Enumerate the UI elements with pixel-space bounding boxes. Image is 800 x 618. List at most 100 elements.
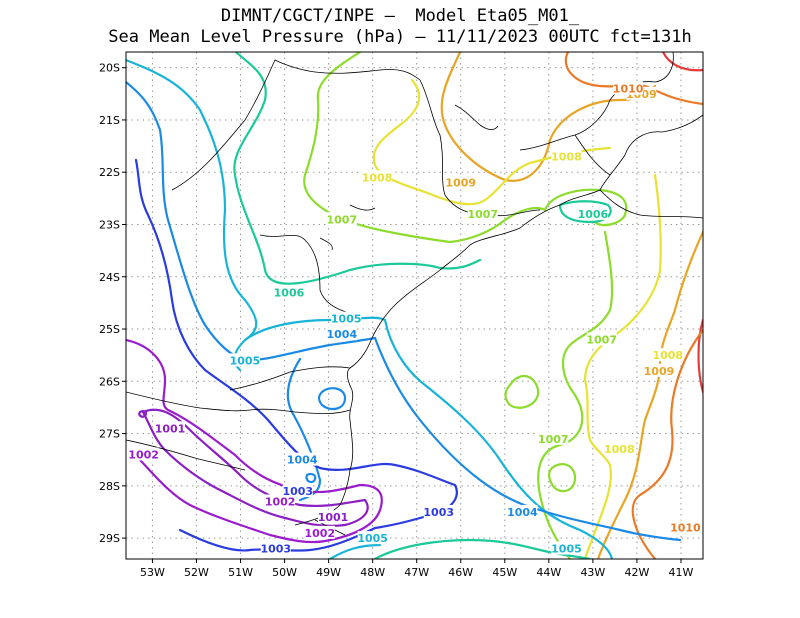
isobar-label-text: 1003: [282, 485, 313, 498]
isobar-label-text: 1006: [578, 208, 609, 221]
coastline: [294, 114, 703, 526]
lon-tick-label: 51W: [228, 566, 253, 579]
isobar-1004: [305, 472, 317, 484]
lon-tick-label: 45W: [492, 566, 517, 579]
isobar-label-bg: [265, 494, 296, 508]
isobar-label-bg: [331, 311, 362, 325]
isobar-label: 1008: [652, 348, 683, 362]
isobar-label-bg: [652, 348, 683, 362]
isobar-label: 1008: [604, 442, 635, 456]
isobar-label: 1002: [304, 525, 335, 540]
plot-frame: [125, 51, 704, 560]
isobar-label-bg: [670, 520, 701, 534]
isobar-label-bg: [155, 421, 186, 435]
lon-tick-label: 42W: [624, 566, 649, 579]
isobar-1009: [596, 230, 703, 559]
isobar-label: 1007: [327, 212, 358, 226]
isobar-label-text: 1010: [670, 522, 701, 535]
isobar-1005: [243, 316, 614, 559]
isobar-label-bg: [445, 175, 476, 189]
lat-tick-label: 25S: [99, 323, 120, 336]
chart-title-line-2: Sea Mean Level Pressure (hPa) — 11/11/20…: [108, 27, 692, 47]
lat-tick-label: 27S: [99, 428, 120, 441]
lon-tick-label: 43W: [580, 566, 605, 579]
isobar-label: 1003: [423, 504, 454, 519]
isobar-label-bg: [318, 510, 349, 524]
isobar-label-text: 1004: [287, 454, 318, 467]
isobar-label: 1010: [613, 81, 644, 96]
isobar-label-text: 1005: [331, 313, 362, 326]
isobar-label: 1003: [260, 541, 291, 556]
isobar-label: 1005: [230, 353, 261, 367]
isobar-label-bg: [507, 504, 538, 518]
isobar-1007: [303, 52, 628, 244]
isobar-label-bg: [362, 170, 393, 184]
isobar-label: 1006: [274, 285, 305, 299]
isobar-1003: [134, 158, 458, 530]
isobar-1004: [373, 336, 682, 542]
isobar-1006: [373, 538, 592, 559]
state-border: [574, 134, 611, 176]
isobar-label-bg: [538, 431, 569, 445]
isobar-label-text: 1009: [644, 365, 675, 378]
isobar-label-bg: [326, 327, 357, 341]
isobar-label-text: 1002: [128, 448, 159, 461]
isobar-label-bg: [287, 452, 318, 466]
isobar-label: 1007: [538, 431, 569, 446]
isobar-label-text: 1007: [327, 213, 358, 226]
lon-tick-label: 46W: [448, 566, 473, 579]
isobar-label: 1007: [467, 207, 498, 221]
isobar-label-text: 1005: [357, 532, 388, 545]
isobar-label-text: 1006: [274, 286, 305, 299]
isobar-label: 1004: [507, 504, 538, 519]
isobar-label-text: 1010: [613, 83, 644, 96]
isobar-label-bg: [423, 504, 454, 518]
isobar-1010: [631, 328, 703, 559]
isobar-1007: [548, 463, 577, 493]
isobar-1002: [126, 338, 383, 544]
isobar-1006: [558, 200, 612, 224]
isobar-label-text: 1005: [551, 543, 582, 556]
river: [349, 204, 376, 211]
lat-tick-label: 22S: [99, 166, 120, 179]
isobar-label-text: 1007: [538, 433, 569, 446]
isobar-label-text: 1005: [230, 354, 261, 367]
isobar-label: 1005: [551, 541, 582, 556]
isobar-label-bg: [643, 363, 674, 377]
state-border: [126, 391, 351, 415]
state-border: [519, 52, 674, 151]
isobar-1006: [233, 52, 482, 285]
isobar-1009: [440, 52, 657, 182]
isobar-label: 1008: [551, 149, 582, 164]
lat-tick-label: 21S: [99, 114, 120, 127]
state-border: [259, 234, 361, 316]
isobar-label: 1005: [331, 311, 362, 326]
isobar-1008: [372, 78, 612, 206]
isobar-label-text: 1008: [362, 171, 393, 184]
lat-tick-label: 29S: [99, 532, 120, 545]
lon-tick-label: 50W: [272, 566, 297, 579]
isobar-label-bg: [586, 332, 617, 346]
lon-tick-label: 53W: [140, 566, 165, 579]
lat-tick-label: 28S: [99, 480, 120, 493]
isobar-1001: [138, 410, 148, 418]
isobar-label-text: 1003: [423, 506, 454, 519]
isobar-label: 1001: [155, 421, 186, 435]
isobar-1004: [126, 80, 377, 362]
isobar-label-text: 1007: [467, 208, 498, 221]
lat-tick-label: 23S: [99, 218, 120, 231]
coastline-and-borders: [126, 52, 703, 536]
isobar-label-text: 1009: [445, 177, 476, 190]
isobar-label: 1009: [643, 363, 675, 378]
isobar-label-bg: [551, 541, 582, 555]
isobar-label-text: 1002: [265, 496, 296, 509]
lon-tick-label: 44W: [536, 566, 561, 579]
isobar-1001: [141, 408, 369, 527]
isobar-label-bg: [304, 525, 335, 539]
isobar-label: 1009: [445, 175, 476, 190]
isobar-1007: [504, 374, 540, 409]
chart-title-line-1: DIMNT/CGCT/INPE — Model Eta05_M01_: [220, 6, 580, 26]
state-border: [599, 189, 703, 219]
isobar-label-text: 1008: [604, 443, 635, 456]
